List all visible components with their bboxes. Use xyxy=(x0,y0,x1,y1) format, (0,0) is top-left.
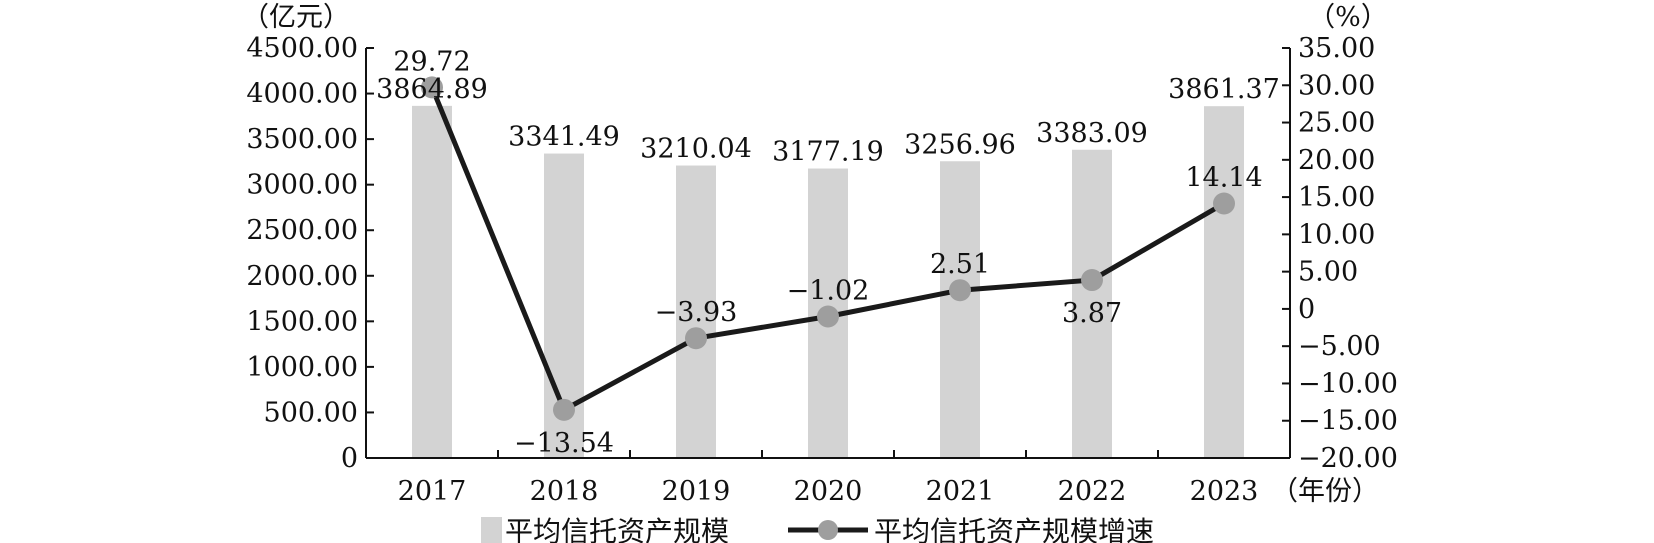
right-tick-label: 35.00 xyxy=(1298,33,1375,64)
right-axis-unit: （%） xyxy=(1308,2,1388,33)
left-tick-label: 1000.00 xyxy=(246,352,358,383)
right-tick-label: 5.00 xyxy=(1298,257,1358,288)
growth-point-2018 xyxy=(553,398,575,421)
legend-bar-label: 平均信托资产规模 xyxy=(505,515,729,543)
x-axis-unit: （年份） xyxy=(1271,476,1379,507)
growth-value-label: 29.72 xyxy=(393,46,470,77)
right-tick-label: 15.00 xyxy=(1298,182,1375,213)
growth-value-label: 3.87 xyxy=(1062,298,1122,329)
bar-2017 xyxy=(412,105,452,459)
right-tick-label: −5.00 xyxy=(1298,331,1381,362)
bar-2019 xyxy=(676,165,716,458)
left-tick-label: 3000.00 xyxy=(246,170,358,201)
growth-point-2022 xyxy=(1081,269,1103,292)
left-tick-label: 0 xyxy=(341,443,358,474)
legend-line-label: 平均信托资产规模增速 xyxy=(874,515,1154,543)
bar-value-label: 3383.09 xyxy=(1036,118,1148,149)
right-tick-label: 25.00 xyxy=(1298,108,1375,139)
x-tick-label: 2020 xyxy=(794,476,863,507)
line-series xyxy=(421,76,1235,421)
legend-line-marker xyxy=(818,520,838,540)
bar-series xyxy=(412,105,1244,459)
right-tick-label: 10.00 xyxy=(1298,219,1375,250)
left-tick-label: 3500.00 xyxy=(246,124,358,155)
bar-2022 xyxy=(1072,149,1112,458)
growth-point-2020 xyxy=(817,305,839,328)
left-tick-label: 1500.00 xyxy=(246,306,358,337)
right-tick-label: −20.00 xyxy=(1298,443,1398,474)
growth-value-label: −1.02 xyxy=(787,276,870,307)
axes: 0 500.00 1000.00 1500.00 2000.00 2500.00 3000.… xyxy=(246,33,1398,507)
left-tick-label: 4000.00 xyxy=(246,79,358,110)
left-tick-label: 2000.00 xyxy=(246,261,358,292)
x-tick-label: 2019 xyxy=(662,476,731,507)
growth-value-label: −3.93 xyxy=(655,297,738,328)
x-tick-label: 2018 xyxy=(530,476,599,507)
right-tick-label: 0 xyxy=(1298,294,1315,325)
left-tick-label: 2500.00 xyxy=(246,215,358,246)
right-tick-label: 20.00 xyxy=(1298,145,1375,176)
legend-bar-swatch xyxy=(481,517,502,543)
right-tick-label: −15.00 xyxy=(1298,406,1398,437)
bar-value-label: 3177.19 xyxy=(772,137,884,168)
right-tick-label: 30.00 xyxy=(1298,70,1375,101)
growth-point-2023 xyxy=(1213,192,1235,215)
x-tick-label: 2023 xyxy=(1190,476,1259,507)
bar-value-label: 3861.37 xyxy=(1168,74,1280,105)
bar-2023 xyxy=(1204,106,1244,459)
growth-value-label: −13.54 xyxy=(514,428,614,459)
growth-point-2021 xyxy=(949,279,971,302)
x-tick-label: 2017 xyxy=(398,476,467,507)
x-tick-label: 2021 xyxy=(926,476,995,507)
left-axis-unit: （亿元） xyxy=(242,2,350,33)
left-tick-label: 4500.00 xyxy=(246,33,358,64)
growth-value-label: 2.51 xyxy=(930,249,990,280)
growth-point-2019 xyxy=(685,327,707,350)
growth-value-label: 14.14 xyxy=(1185,163,1262,194)
bar-value-label: 3256.96 xyxy=(904,129,1016,160)
bar-2021 xyxy=(940,161,980,458)
right-tick-label: −10.00 xyxy=(1298,368,1398,399)
bar-value-label: 3864.89 xyxy=(376,74,488,105)
left-tick-label: 500.00 xyxy=(264,397,358,428)
bar-value-label: 3210.04 xyxy=(640,134,752,165)
data-labels: 3864.89 3341.49 3210.04 3177.19 3256.96 3383.… xyxy=(376,46,1280,458)
x-tick-label: 2022 xyxy=(1058,476,1127,507)
bar-value-label: 3341.49 xyxy=(508,122,620,153)
growth-point-2017 xyxy=(421,76,443,99)
legend: 平均信托资产规模 平均信托资产规模增速 xyxy=(481,515,1154,543)
